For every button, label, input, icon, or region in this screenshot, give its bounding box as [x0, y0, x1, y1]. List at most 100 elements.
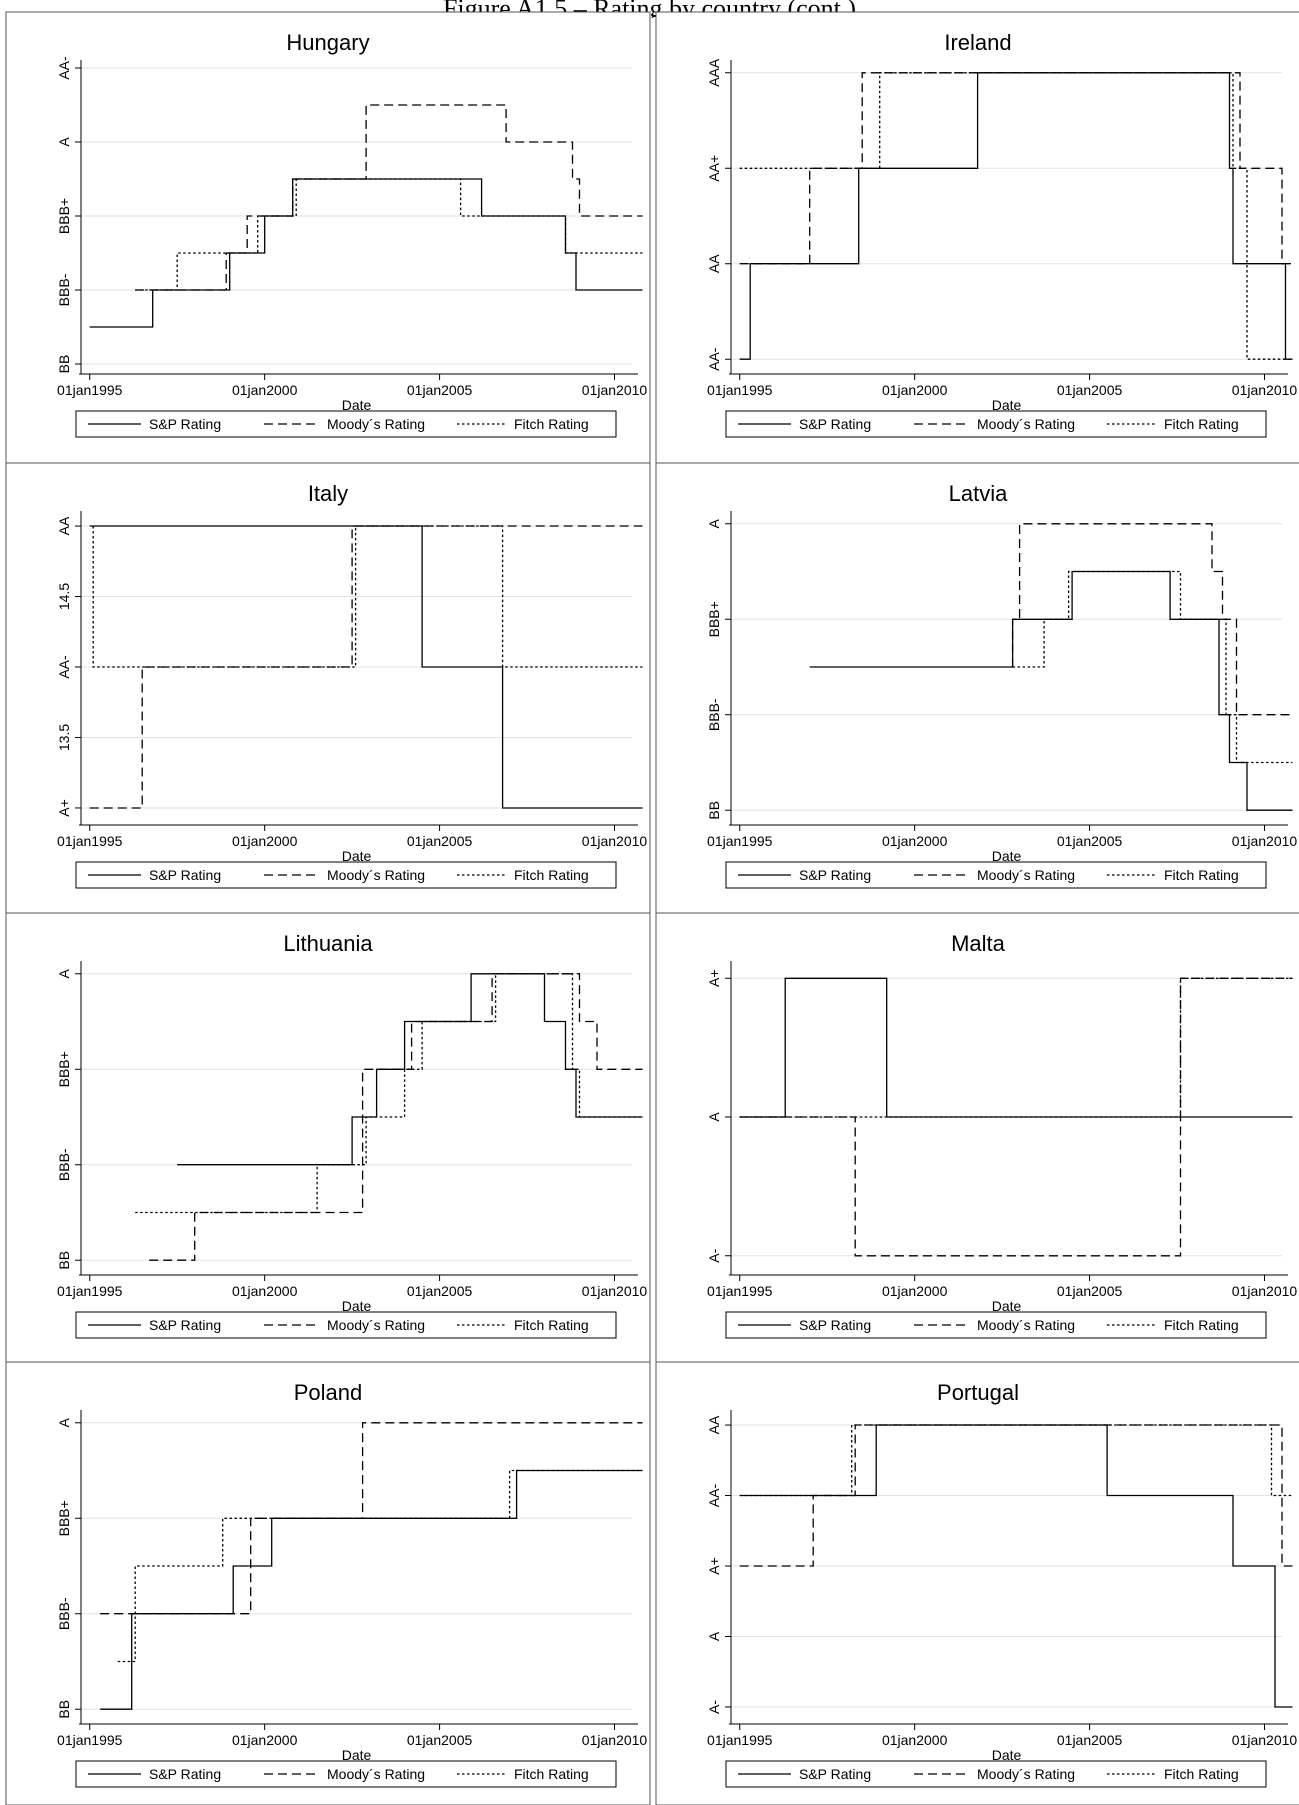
panel-title: Latvia — [949, 481, 1008, 506]
series-line — [739, 977, 1293, 1118]
x-tick-label: 01jan2010 — [1232, 833, 1298, 849]
series-line — [739, 1424, 1293, 1497]
y-tick-label: BBB+ — [56, 198, 72, 234]
x-tick-label: 01jan2010 — [582, 1732, 648, 1748]
y-tick-label: BBB+ — [56, 1500, 72, 1536]
legend-box — [725, 1760, 1267, 1788]
legend-label: Moody´s Rating — [977, 416, 1075, 432]
panel-lithuania: Lithuania BB BBB- BBB+ A 01jan1995 01jan2000 01… — [5, 912, 651, 1363]
legend-label: Fitch Rating — [514, 1766, 589, 1782]
series-line — [739, 977, 1293, 1118]
x-tick-label: 01jan1995 — [707, 1732, 773, 1748]
panel-hungary: Hungary BB BBB- BBB+ A AA- 01jan1995 01jan2000 0… — [5, 11, 651, 464]
series-line — [135, 973, 643, 1214]
y-tick-label: BBB- — [56, 1148, 72, 1181]
y-tick-label: A+ — [706, 969, 722, 987]
series-line — [177, 973, 643, 1166]
x-tick-label: 01jan2000 — [232, 833, 298, 849]
y-tick-label: A- — [706, 1700, 722, 1714]
y-tick-label: AA- — [706, 1484, 722, 1508]
series-line — [739, 977, 1293, 1257]
series-line — [739, 72, 1293, 360]
x-axis-label: Date — [342, 397, 372, 413]
y-tick-label: BB — [56, 1700, 72, 1719]
y-tick-label: A — [706, 1631, 722, 1641]
x-axis-label: Date — [342, 1747, 372, 1763]
legend-label: S&P Rating — [149, 416, 221, 432]
x-tick-label: 01jan2010 — [1232, 382, 1298, 398]
legend-label: S&P Rating — [799, 867, 871, 883]
y-tick-label: BBB- — [706, 698, 722, 731]
x-tick-label: 01jan2010 — [582, 833, 648, 849]
series-line — [1012, 570, 1293, 764]
panel-malta: Malta A- A A+ 01jan1995 01jan2000 01jan2005 01j… — [655, 912, 1299, 1363]
legend-label: S&P Rating — [799, 1766, 871, 1782]
legend-box — [725, 861, 1267, 889]
x-tick-label: 01jan2000 — [882, 1732, 948, 1748]
y-tick-label: AA- — [56, 56, 72, 80]
x-tick-label: 01jan1995 — [707, 833, 773, 849]
legend-label: S&P Rating — [149, 867, 221, 883]
x-axis-label: Date — [342, 848, 372, 864]
x-tick-label: 01jan1995 — [57, 833, 123, 849]
panel-frame — [655, 912, 1299, 1363]
legend-label: Fitch Rating — [514, 867, 589, 883]
legend-label: S&P Rating — [149, 1317, 221, 1333]
x-tick-label: 01jan2005 — [407, 833, 473, 849]
panel-portugal: Portugal A- A A+ AA- AA 01jan1995 01jan2000 01ja… — [655, 1361, 1299, 1805]
y-tick-label: BBB+ — [706, 601, 722, 637]
x-tick-label: 01jan2010 — [582, 1283, 648, 1299]
x-tick-label: 01jan2010 — [1232, 1732, 1298, 1748]
x-tick-label: 01jan2000 — [232, 1732, 298, 1748]
y-tick-label: BB — [56, 1251, 72, 1270]
y-tick-label: 13.5 — [56, 724, 72, 751]
legend-label: Moody´s Rating — [327, 1317, 425, 1333]
x-tick-label: 01jan2005 — [407, 1732, 473, 1748]
panel-poland: Poland BB BBB- BBB+ A 01jan1995 01jan2000 01jan… — [5, 1361, 651, 1805]
series-line — [149, 973, 643, 1261]
x-tick-label: 01jan2005 — [1057, 1732, 1123, 1748]
legend-label: Fitch Rating — [1164, 1317, 1239, 1333]
y-tick-label: AA — [56, 516, 72, 535]
y-tick-label: AA — [706, 254, 722, 273]
panel-latvia: Latvia BB BBB- BBB+ A 01jan1995 01jan2000 01jan… — [655, 462, 1299, 914]
x-axis-label: Date — [992, 1298, 1022, 1314]
panel-title: Poland — [294, 1380, 363, 1405]
x-tick-label: 01jan2000 — [882, 382, 948, 398]
panel-frame — [5, 912, 651, 1363]
panel-title: Lithuania — [283, 931, 373, 956]
panel-frame — [5, 1361, 651, 1805]
panel-title: Hungary — [286, 30, 369, 55]
x-axis-label: Date — [342, 1298, 372, 1314]
series-line — [100, 1469, 643, 1710]
y-tick-label: A — [56, 137, 72, 147]
legend-label: Fitch Rating — [514, 1317, 589, 1333]
legend-label: Fitch Rating — [1164, 416, 1239, 432]
x-tick-label: 01jan2000 — [882, 1283, 948, 1299]
y-tick-label: AA — [706, 1415, 722, 1434]
legend-label: Fitch Rating — [514, 416, 589, 432]
x-tick-label: 01jan2005 — [1057, 1283, 1123, 1299]
y-tick-label: AA- — [56, 655, 72, 679]
x-tick-label: 01jan1995 — [57, 1732, 123, 1748]
panel-title: Portugal — [937, 1380, 1019, 1405]
y-tick-label: A+ — [56, 799, 72, 817]
legend-label: Moody´s Rating — [327, 416, 425, 432]
y-tick-label: BBB- — [56, 273, 72, 306]
legend-box — [725, 410, 1267, 438]
x-axis-label: Date — [992, 1747, 1022, 1763]
x-tick-label: 01jan2005 — [1057, 382, 1123, 398]
series-line — [92, 525, 643, 668]
panel-frame — [5, 11, 651, 464]
y-tick-label: AA+ — [706, 155, 722, 182]
y-tick-label: AAA — [706, 58, 722, 87]
panel-italy: Italy A+ 13.5 AA- 14.5 AA 01jan1995 01jan2000 01… — [5, 462, 651, 914]
legend-label: S&P Rating — [149, 1766, 221, 1782]
panel-ireland: Ireland AA- AA AA+ AAA 01jan1995 01jan2000 01ja… — [655, 11, 1299, 464]
panel-title: Malta — [951, 931, 1006, 956]
y-tick-label: A — [56, 1417, 72, 1427]
legend-label: Moody´s Rating — [977, 1317, 1075, 1333]
y-tick-label: 14.5 — [56, 583, 72, 610]
x-tick-label: 01jan2005 — [407, 1283, 473, 1299]
